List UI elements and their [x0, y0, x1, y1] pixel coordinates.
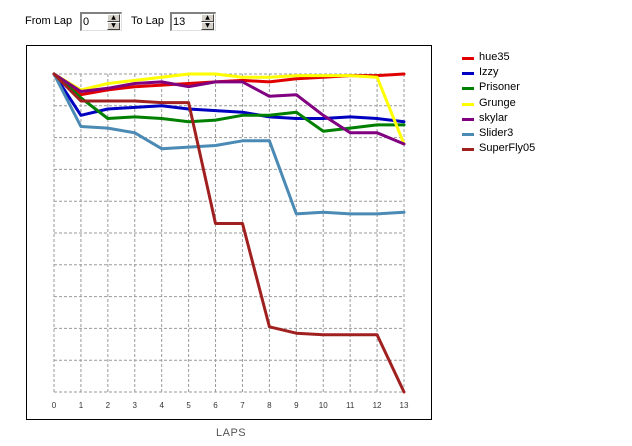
legend-swatch — [462, 87, 474, 91]
from-lap-spinner[interactable]: ▲ ▼ — [80, 12, 122, 31]
x-tick-label: 12 — [373, 401, 382, 410]
legend-swatch — [462, 57, 474, 60]
x-tick-label: 1 — [79, 401, 84, 410]
series-line-superfly05 — [52, 72, 406, 394]
to-lap-input[interactable] — [173, 15, 195, 29]
to-lap-label: To Lap — [131, 15, 165, 27]
from-lap-label: From Lap — [25, 15, 73, 27]
legend-label: Izzy — [479, 66, 499, 79]
x-tick-label: 2 — [106, 401, 111, 410]
to-lap-up-button[interactable]: ▲ — [201, 14, 214, 22]
from-lap-down-button[interactable]: ▼ — [107, 22, 120, 30]
to-lap-down-button[interactable]: ▼ — [201, 22, 214, 30]
legend-swatch — [462, 72, 474, 76]
legend-swatch — [462, 117, 474, 121]
series-line-skylar — [52, 72, 406, 146]
series-line-izzy — [52, 72, 406, 124]
arrow-up-icon: ▲ — [111, 14, 116, 21]
x-tick-label: 4 — [159, 401, 164, 410]
x-tick-label: 9 — [294, 401, 299, 410]
from-lap-input[interactable] — [83, 15, 105, 29]
x-tick-label: 13 — [400, 401, 409, 410]
arrow-down-icon: ▼ — [205, 22, 210, 29]
line-chart: 0 1 2 3 4 5 6 7 8 9 10 11 12 13 — [52, 72, 409, 410]
legend-label: Slider3 — [479, 126, 514, 139]
x-tick-label: 7 — [240, 401, 245, 410]
legend-label: Prisoner — [479, 81, 520, 94]
legend-swatch — [462, 132, 474, 136]
arrow-down-icon: ▼ — [111, 22, 116, 29]
x-tick-label: 6 — [213, 401, 218, 410]
legend-label: SuperFly05 — [479, 142, 536, 155]
legend-label: Grunge — [479, 96, 516, 109]
arrow-up-icon: ▲ — [205, 14, 210, 21]
x-tick-label: 3 — [133, 401, 138, 410]
x-tick-label: 5 — [186, 401, 191, 410]
chart-frame: 0 1 2 3 4 5 6 7 8 9 10 11 12 13 — [26, 45, 432, 420]
x-tick-label: 0 — [52, 401, 57, 410]
series-line-slider3 — [52, 72, 406, 216]
series-line-grunge — [52, 72, 406, 146]
legend-swatch — [462, 102, 474, 106]
legend-label: hue35 — [479, 51, 510, 63]
legend-swatch — [462, 148, 474, 152]
to-lap-spinner[interactable]: ▲ ▼ — [170, 12, 216, 31]
x-axis-label: LAPS — [216, 427, 247, 439]
x-tick-label: 11 — [346, 401, 355, 410]
from-lap-up-button[interactable]: ▲ — [107, 14, 120, 22]
legend-label: skylar — [479, 111, 508, 124]
x-tick-label: 10 — [319, 401, 328, 410]
x-tick-label: 8 — [267, 401, 272, 410]
